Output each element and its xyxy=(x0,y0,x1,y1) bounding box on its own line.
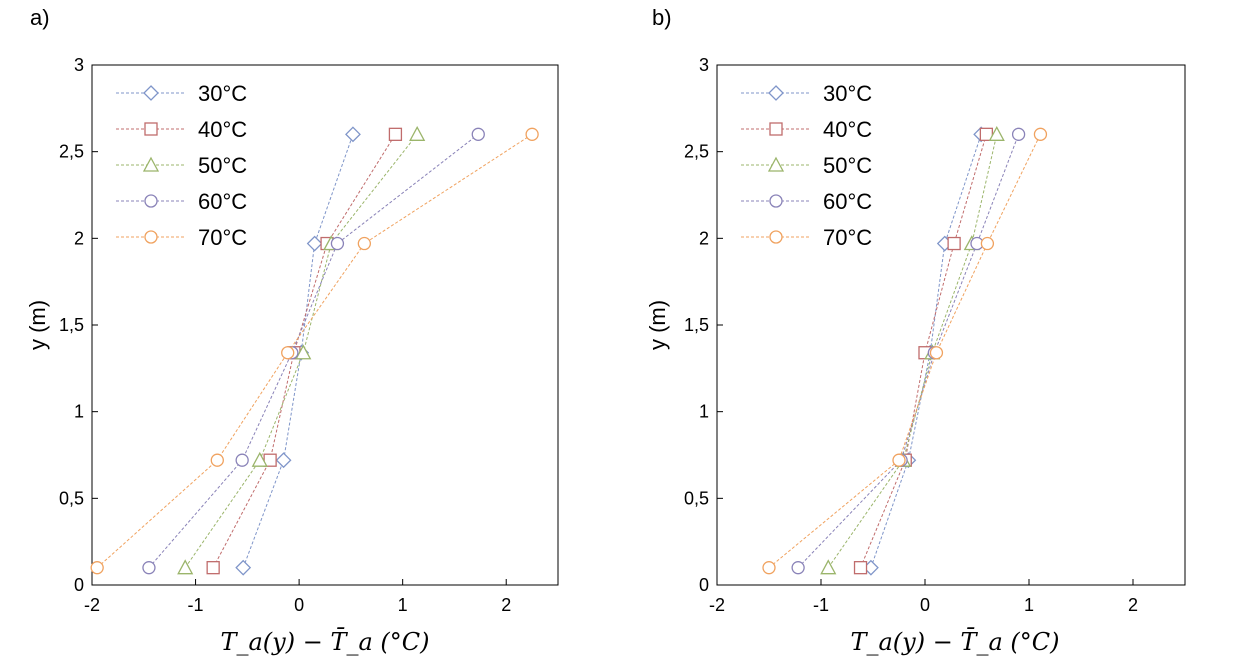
panel-a-ytick-label: 1,5 xyxy=(59,315,84,335)
panel-b-ytick-label: 0 xyxy=(699,575,709,595)
panel-a-ytick-label: 2,5 xyxy=(59,142,84,162)
panel-a-legend-40c-label: 40°C xyxy=(198,117,247,142)
panel-a-legend-60c-label: 60°C xyxy=(198,189,247,214)
panel-b-ytick-label: 2 xyxy=(699,228,709,248)
panel-b-legend-70c-label: 70°C xyxy=(823,225,872,250)
panel-b-legend-60c-label: 60°C xyxy=(823,189,872,214)
panel-a-series-30c-point xyxy=(235,559,252,576)
panel-a-xtick-label: -1 xyxy=(188,595,204,615)
panel-a-label: a) xyxy=(30,5,50,30)
panel-a-xtick-label: -2 xyxy=(84,595,100,615)
panel-a-series-50c-point xyxy=(409,125,426,141)
panel-a-series-40c-point xyxy=(206,561,220,575)
panel-a-series-40c-point xyxy=(388,127,403,141)
panel-a-plot: 0 0,5 1 1,5 2 2,5 3 -2 -1 0 1 2 30°C 40°C 50°C 60°C 70°C xyxy=(59,55,559,615)
panel-a-ylabel: y (m) xyxy=(25,300,50,350)
panel-a-ytick-label: 0 xyxy=(74,575,84,595)
panel-b-legend-30c-marker xyxy=(768,85,784,101)
panel-a-xlabel: T_a(y) − T̄_a (°C) xyxy=(220,628,429,656)
panel-a-series-70c-point xyxy=(281,346,295,360)
panel-a-legend-40c-marker xyxy=(144,122,158,136)
panel-a-xtick-label: 0 xyxy=(294,595,304,615)
panel-a-series-60c-point xyxy=(142,561,156,575)
panel-b-xtick-label: 0 xyxy=(920,595,930,615)
panel-b-xtick-label: 1 xyxy=(1024,595,1034,615)
panel-a-series-30c-point xyxy=(306,235,323,252)
panel-b-series-50c-point xyxy=(820,559,837,575)
panel-b-xtick-label: -2 xyxy=(709,595,725,615)
panel-b-series-50c-point xyxy=(988,125,1005,141)
panel-b-series-60c-point xyxy=(1011,127,1026,141)
panel-b-legend-50c-marker xyxy=(767,156,785,172)
panel-a-ytick-label: 0,5 xyxy=(59,488,84,508)
panel-b-ytick-label: 1 xyxy=(699,402,709,422)
panel-a-series-50c-point xyxy=(251,451,268,467)
panel-a-series-60c-point xyxy=(471,127,485,141)
panel-a-series-30c-point xyxy=(275,452,292,469)
panel-a-ytick-label: 3 xyxy=(74,55,84,75)
panel-a-legend-50c-marker xyxy=(142,156,160,172)
panel-b-legend-40c-marker xyxy=(769,122,783,136)
panel-b-ytick-label: 0,5 xyxy=(684,488,709,508)
panel-b-ytick-label: 1,5 xyxy=(684,315,709,335)
panel-a-series-70c-point xyxy=(357,236,372,251)
panel-b-xlabel: T_a(y) − T̄_a (°C) xyxy=(850,628,1059,656)
panel-a: a) y (m) T_a(y) − T̄_a (°C) 0 0,5 1 1,5 2 2,5… xyxy=(25,5,559,656)
panel-a-series-50c-point xyxy=(295,344,312,360)
panel-b-ytick-label: 2,5 xyxy=(684,142,709,162)
panel-a-series-60c-point xyxy=(330,236,345,251)
panel-b-series-70c-point xyxy=(980,236,995,251)
panel-a-xtick-label: 2 xyxy=(501,595,511,615)
panel-a-legend-60c-marker xyxy=(144,194,158,208)
panel-b-series-70c-line xyxy=(768,134,1041,569)
panel-a-series-60c-point xyxy=(235,453,249,467)
panel-a-series-30c-point xyxy=(345,126,361,143)
panel-a-ytick-label: 1 xyxy=(74,402,84,422)
panel-b-series-40c-point xyxy=(853,561,868,575)
panel-b-series-70c-point xyxy=(892,453,906,467)
panel-a-legend-70c-marker xyxy=(144,230,158,244)
panel-b: b) y (m) T_a(y) − T̄_a (°C) 0 0,5 1 1,5 2 2,5… xyxy=(645,5,1186,656)
panel-b-series-60c-point xyxy=(791,561,805,575)
panel-a-xtick-label: 1 xyxy=(398,595,408,615)
panel-a-plot-frame xyxy=(91,64,559,586)
panel-b-label: b) xyxy=(652,5,672,30)
panel-b-series-30c-line xyxy=(870,134,982,568)
panel-b-legend-40c-label: 40°C xyxy=(823,117,872,142)
panel-b-series-70c-point xyxy=(1033,127,1048,141)
panel-b-ylabel: y (m) xyxy=(645,300,670,350)
panel-a-series-70c-point xyxy=(90,561,104,575)
panel-a-series-30c-line xyxy=(242,134,354,568)
panel-b-ytick-label: 3 xyxy=(699,55,709,75)
panel-b-series-70c-point xyxy=(762,561,776,575)
panel-a-legend-30c-label: 30°C xyxy=(198,81,247,106)
panel-b-legend-60c-marker xyxy=(769,194,783,208)
panel-a-series-70c-point xyxy=(210,453,224,467)
panel-b-xtick-label: -1 xyxy=(813,595,829,615)
panel-a-series-70c-line xyxy=(96,133,533,569)
panel-b-xtick-label: 2 xyxy=(1128,595,1138,615)
panel-b-plot-frame xyxy=(716,64,1186,586)
panel-b-plot: 0 0,5 1 1,5 2 2,5 3 -2 -1 0 1 2 30°C 40°C 50°C 60°C 70°C xyxy=(684,55,1186,615)
panel-b-series-70c-point xyxy=(929,346,944,360)
panel-b-legend-50c-label: 50°C xyxy=(823,153,872,178)
panel-b-legend-30c-label: 30°C xyxy=(823,81,872,106)
panel-b-series-40c-point xyxy=(947,236,961,251)
panel-a-series-70c-point xyxy=(525,127,539,141)
panel-a-ytick-label: 2 xyxy=(74,228,84,248)
panel-a-legend-70c-label: 70°C xyxy=(198,225,247,250)
panel-a-legend-30c-marker xyxy=(143,85,159,101)
panel-a-series-50c-point xyxy=(177,559,194,575)
panel-a-legend-50c-label: 50°C xyxy=(198,153,247,178)
panel-b-legend-70c-marker xyxy=(769,230,783,244)
